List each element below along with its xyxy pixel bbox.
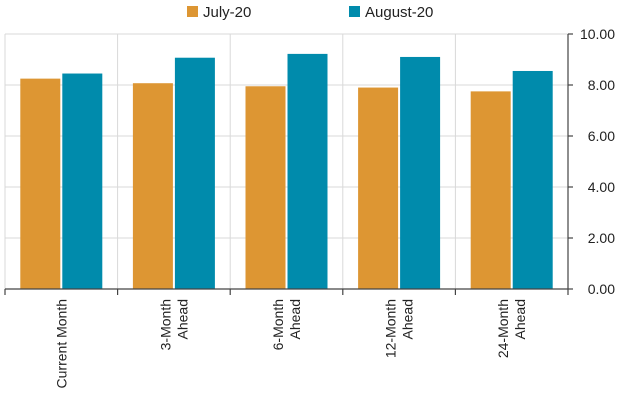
bar-july-20-2 <box>245 86 286 290</box>
legend-label: July-20 <box>203 4 251 21</box>
bar-august-20-1 <box>174 57 215 290</box>
y-tick-label: 4.00 <box>588 179 615 195</box>
legend-swatch-july-20 <box>187 6 198 17</box>
bar-july-20-3 <box>358 87 399 289</box>
bar-august-20-2 <box>287 53 328 289</box>
bar-august-20-0 <box>62 73 103 290</box>
y-tick-label: 6.00 <box>588 128 615 144</box>
y-tick-labels: 0.00 2.00 4.00 6.00 8.00 10.00 <box>580 26 615 297</box>
bar-july-20-0 <box>20 78 61 289</box>
x-tick-label: Ahead <box>287 299 303 339</box>
x-tick-label: Ahead <box>512 299 528 339</box>
axes <box>4 33 573 295</box>
x-tick-label: 24-Month <box>495 299 511 358</box>
y-tick-label: 10.00 <box>580 26 615 42</box>
legend-swatch-august-20 <box>349 6 360 17</box>
x-tick-label: 3-Month <box>157 299 173 350</box>
y-tick-label: 0.00 <box>588 281 615 297</box>
x-tick-label: Ahead <box>174 299 190 339</box>
x-tick-label: Current Month <box>53 299 69 388</box>
y-tick-label: 2.00 <box>588 230 615 246</box>
x-tick-labels: Current Month 3-Month Ahead 6-Month Ahead 12-… <box>53 299 528 388</box>
bars <box>20 53 553 290</box>
legend-label: August-20 <box>365 4 433 21</box>
y-tick-label: 8.00 <box>588 77 615 93</box>
legend: July-20 August-20 <box>187 4 433 21</box>
bar-august-20-3 <box>400 56 441 290</box>
x-tick-label: 12-Month <box>383 299 399 358</box>
x-tick-label: Ahead <box>400 299 416 339</box>
bar-july-20-1 <box>132 83 173 289</box>
bar-august-20-4 <box>512 70 553 289</box>
x-tick-label: 6-Month <box>270 299 286 350</box>
bar-july-20-4 <box>470 91 511 289</box>
